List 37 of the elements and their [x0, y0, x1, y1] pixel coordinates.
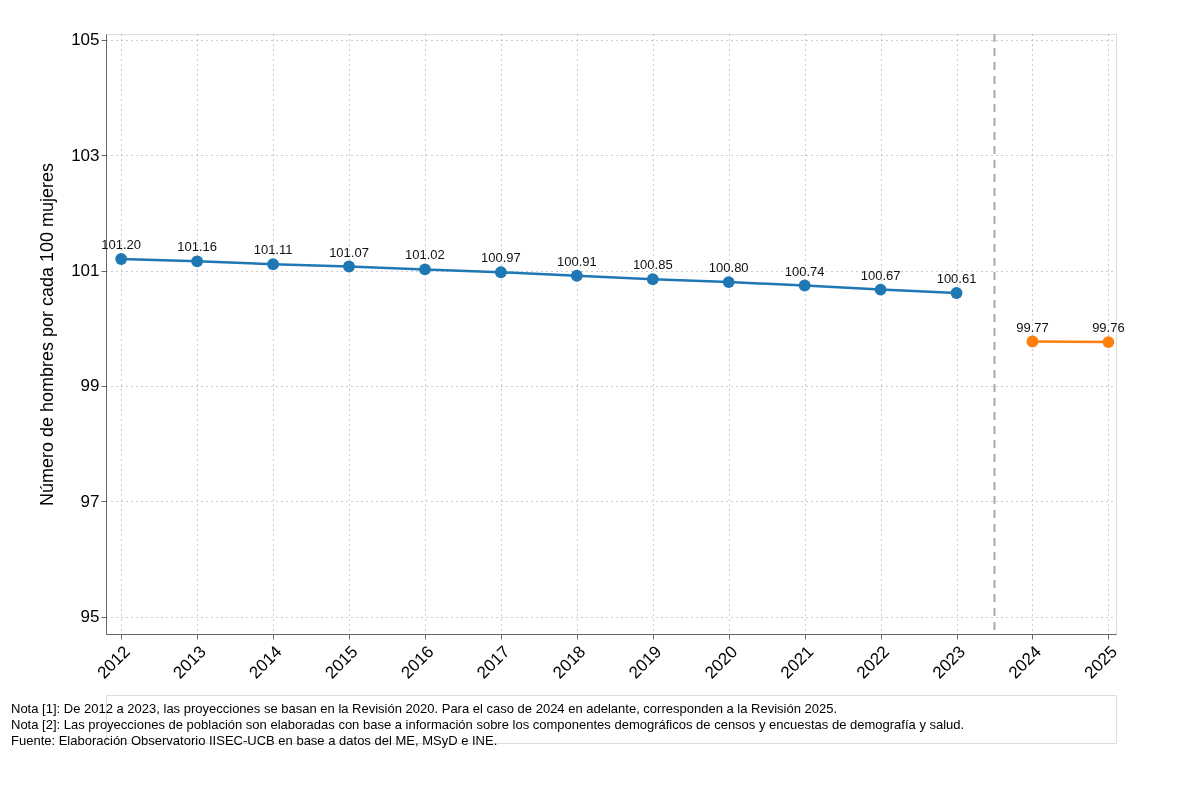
point	[267, 258, 279, 271]
data-label: 99.76	[1092, 320, 1125, 336]
point	[343, 260, 355, 273]
y-tick-label: 97	[80, 491, 100, 511]
text: Nota [1]: De 2012 a 2023, las proyecciones se basan en la Revisión 2020. Para el caso de 2024 en adelante, corresponden a la Revisión 2025.	[11, 701, 838, 716]
point	[950, 287, 963, 299]
data-label: 99.77	[1016, 319, 1049, 335]
point	[570, 269, 583, 282]
y-tick-label: 103	[71, 145, 100, 165]
point	[722, 276, 735, 288]
data-label: 100.91	[556, 253, 597, 269]
point	[798, 279, 811, 292]
y-tick-label: 99	[80, 376, 100, 396]
data-label: 100.97	[481, 250, 521, 266]
point	[646, 273, 659, 286]
data-label: 100.85	[632, 257, 673, 273]
text: Nota [2]: Las proyecciones de población son elaboradas con base a información sobre los componentes demográficos de censos y encuestas de demografía y salud.	[11, 717, 965, 732]
data-label: 100.74	[784, 263, 825, 279]
data-label: 101.02	[405, 247, 445, 263]
y-tick-label: 95	[80, 607, 100, 627]
point	[419, 263, 431, 276]
data-label: 101.16	[177, 239, 218, 255]
point	[1026, 335, 1039, 348]
source-note: Fuente: Elaboración Observatorio IISEC-UCB en base a datos del ME, MSyD e INE.	[11, 733, 498, 748]
y-tick-label: 105	[71, 30, 100, 50]
point	[874, 283, 887, 296]
data-label: 100.61	[936, 271, 977, 287]
point	[1102, 336, 1115, 348]
data-label: 101.11	[253, 242, 293, 258]
data-label: 100.80	[708, 260, 749, 276]
y-axis-title: Número de hombres por cada 100 mujeres	[37, 162, 58, 507]
data-label: 101.07	[329, 244, 369, 260]
point	[191, 255, 204, 268]
point	[494, 266, 507, 279]
point	[115, 253, 128, 265]
y-tick-label: 101	[71, 261, 100, 281]
data-label: 100.67	[860, 267, 901, 283]
